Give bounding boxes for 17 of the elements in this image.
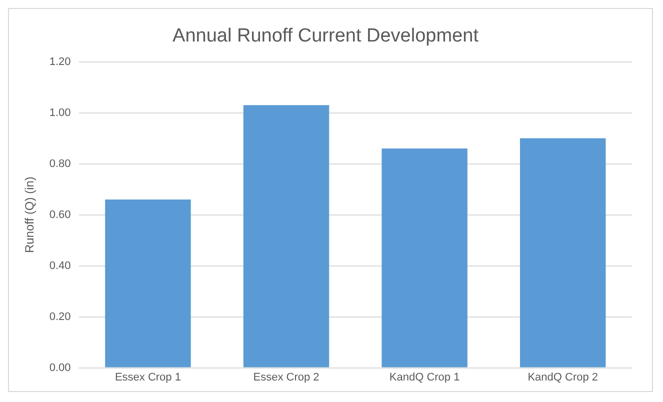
chart-title: Annual Runoff Current Development	[172, 26, 480, 47]
y-tick-label: 0.60	[49, 208, 71, 221]
x-tick-label: KandQ Crop 1	[389, 371, 460, 384]
x-tick-label: Essex Crop 2	[253, 371, 320, 384]
y-tick-label: 0.40	[49, 260, 71, 272]
x-tick-label: Essex Crop 1	[114, 371, 181, 384]
y-tick-label: 0.20	[49, 310, 71, 323]
bar	[243, 105, 330, 368]
bar	[520, 138, 606, 368]
y-tick-label: 0.80	[49, 158, 71, 170]
y-axis-title: Runoff (Q) (in)	[22, 176, 37, 254]
y-tick-label: 1.20	[49, 56, 71, 68]
x-tick-label: KandQ Crop 2	[528, 371, 598, 384]
bar	[382, 148, 468, 368]
y-tick-label: 1.00	[49, 106, 71, 119]
y-tick-label: 0.00	[49, 362, 71, 374]
bar	[105, 200, 191, 368]
